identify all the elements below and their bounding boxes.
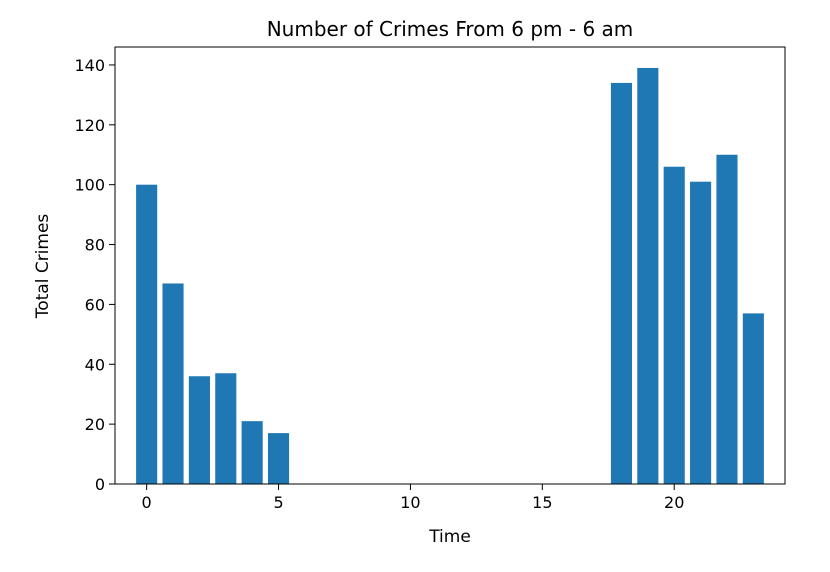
bar-1 xyxy=(162,283,184,484)
y-axis-ticks: 0 20 40 60 80 100 120 140 xyxy=(74,56,115,494)
bar-20 xyxy=(663,166,685,485)
x-tick-label: 20 xyxy=(664,493,684,512)
bar-5 xyxy=(267,433,290,484)
bars-group xyxy=(136,67,764,485)
y-tick-label: 40 xyxy=(85,355,105,374)
bar-0 xyxy=(136,184,158,484)
x-tick-label: 0 xyxy=(142,493,152,512)
bar-3 xyxy=(215,373,237,484)
y-tick-label: 140 xyxy=(74,56,105,75)
x-tick-label: 10 xyxy=(400,493,420,512)
y-axis-label: Total Crimes xyxy=(33,214,53,320)
bar-21 xyxy=(690,181,712,485)
bar-19 xyxy=(637,67,659,484)
chart-title: Number of Crimes From 6 pm - 6 am xyxy=(267,17,634,41)
x-tick-label: 15 xyxy=(532,493,552,512)
x-axis-label: Time xyxy=(428,527,471,547)
y-tick-label: 120 xyxy=(74,116,105,135)
plot-frame xyxy=(114,46,786,485)
bar-2 xyxy=(188,376,210,484)
y-tick-label: 0 xyxy=(95,475,105,494)
bar-4 xyxy=(241,421,263,484)
y-tick-label: 20 xyxy=(85,415,105,434)
y-tick-label: 80 xyxy=(85,236,105,255)
x-axis-ticks: 0 5 10 15 20 xyxy=(142,484,684,512)
y-tick-label: 60 xyxy=(85,295,105,314)
bar-22 xyxy=(716,154,738,484)
y-tick-label: 100 xyxy=(74,176,105,195)
bar-18 xyxy=(610,82,633,484)
x-tick-label: 5 xyxy=(273,493,283,512)
bar-23 xyxy=(742,313,764,484)
